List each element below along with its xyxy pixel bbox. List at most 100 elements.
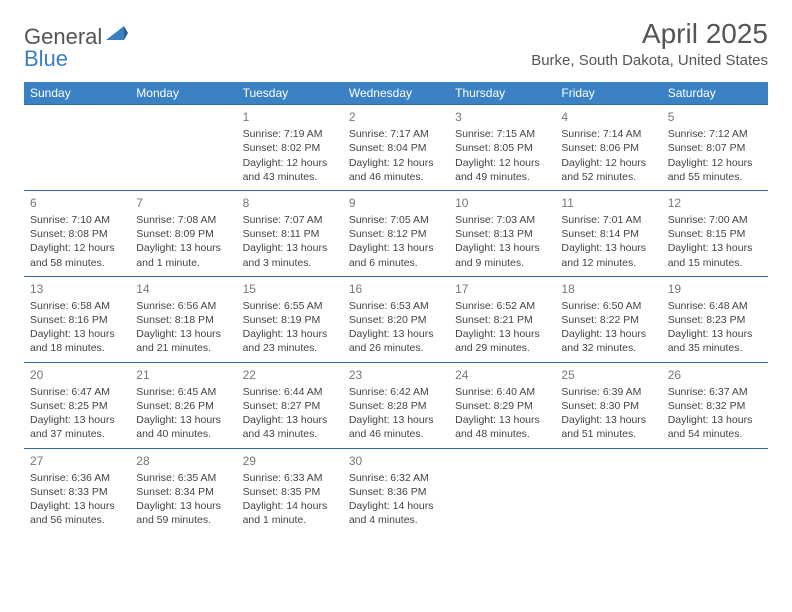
sunrise-line: Sunrise: 6:56 AM [136,299,230,313]
day-number: 30 [349,453,443,469]
daylight-line: Daylight: 13 hours and 51 minutes. [561,413,655,441]
day-number: 10 [455,195,549,211]
day-number: 28 [136,453,230,469]
sunrise-line: Sunrise: 7:12 AM [668,127,762,141]
daylight-line: Daylight: 13 hours and 18 minutes. [30,327,124,355]
sunset-line: Sunset: 8:35 PM [243,485,337,499]
daylight-line: Daylight: 13 hours and 37 minutes. [30,413,124,441]
day-cell: 19Sunrise: 6:48 AMSunset: 8:23 PMDayligh… [662,276,768,362]
sunset-line: Sunset: 8:20 PM [349,313,443,327]
day-number: 14 [136,281,230,297]
day-cell: 10Sunrise: 7:03 AMSunset: 8:13 PMDayligh… [449,190,555,276]
day-cell: 16Sunrise: 6:53 AMSunset: 8:20 PMDayligh… [343,276,449,362]
day-number: 25 [561,367,655,383]
calendar-body: 1Sunrise: 7:19 AMSunset: 8:02 PMDaylight… [24,105,768,534]
day-number: 29 [243,453,337,469]
title-block: April 2025 Burke, South Dakota, United S… [531,18,768,69]
sunrise-line: Sunrise: 6:45 AM [136,385,230,399]
day-number: 8 [243,195,337,211]
day-cell: 2 Sunrise: 7:17 AMSunset: 8:04 PMDaylight… [343,105,449,191]
day-cell: 14 Sunrise: 6:56 AMSunset: 8:18 PMDayligh… [130,276,236,362]
daylight-line: Daylight: 12 hours and 49 minutes. [455,156,549,184]
daylight-line: Daylight: 13 hours and 26 minutes. [349,327,443,355]
location-label: Burke, South Dakota, United States [531,52,768,69]
day-number: 17 [455,281,549,297]
sunset-line: Sunset: 8:07 PM [668,141,762,155]
day-cell: 3Sunrise: 7:15 AMSunset: 8:05 PMDaylight… [449,105,555,191]
week-row: 6Sunrise: 7:10 AMSunset: 8:08 PMDaylight… [24,190,768,276]
sunset-line: Sunset: 8:23 PM [668,313,762,327]
sunrise-line: Sunrise: 6:39 AM [561,385,655,399]
sunrise-line: Sunrise: 7:05 AM [349,213,443,227]
sunrise-line: Sunrise: 7:08 AM [136,213,230,227]
day-cell [130,105,236,191]
daylight-line: Daylight: 13 hours and 12 minutes. [561,241,655,269]
daylight-line: Daylight: 13 hours and 9 minutes. [455,241,549,269]
day-number: 3 [455,109,549,125]
day-cell: 11Sunrise: 7:01 AMSunset: 8:14 PMDayligh… [555,190,661,276]
week-row: 1Sunrise: 7:19 AMSunset: 8:02 PMDaylight… [24,105,768,191]
day-cell: 4Sunrise: 7:14 AMSunset: 8:06 PMDaylight… [555,105,661,191]
daylight-line: Daylight: 12 hours and 55 minutes. [668,156,762,184]
sunrise-line: Sunrise: 6:35 AM [136,471,230,485]
daylight-line: Daylight: 13 hours and 21 minutes. [136,327,230,355]
daylight-line: Daylight: 13 hours and 43 minutes. [243,413,337,441]
sunset-line: Sunset: 8:04 PM [349,141,443,155]
header: GeneralBlue April 2025 Burke, South Dako… [24,18,768,72]
day-cell [449,448,555,533]
sunrise-line: Sunrise: 6:36 AM [30,471,124,485]
sunrise-line: Sunrise: 6:32 AM [349,471,443,485]
sunrise-line: Sunrise: 6:33 AM [243,471,337,485]
sunrise-line: Sunrise: 6:50 AM [561,299,655,313]
day-number: 16 [349,281,443,297]
day-cell: 13Sunrise: 6:58 AMSunset: 8:16 PMDayligh… [24,276,130,362]
sunrise-line: Sunrise: 6:52 AM [455,299,549,313]
daylight-line: Daylight: 13 hours and 29 minutes. [455,327,549,355]
day-header: Sunday [24,82,130,105]
daylight-line: Daylight: 13 hours and 6 minutes. [349,241,443,269]
daylight-line: Daylight: 12 hours and 46 minutes. [349,156,443,184]
sunrise-line: Sunrise: 7:07 AM [243,213,337,227]
day-number: 27 [30,453,124,469]
sunset-line: Sunset: 8:12 PM [349,227,443,241]
day-header: Monday [130,82,236,105]
sunset-line: Sunset: 8:28 PM [349,399,443,413]
daylight-line: Daylight: 12 hours and 52 minutes. [561,156,655,184]
day-number: 19 [668,281,762,297]
day-header: Friday [555,82,661,105]
sunrise-line: Sunrise: 7:15 AM [455,127,549,141]
day-cell: 20Sunrise: 6:47 AMSunset: 8:25 PMDayligh… [24,362,130,448]
day-number: 12 [668,195,762,211]
sunset-line: Sunset: 8:15 PM [668,227,762,241]
daylight-line: Daylight: 13 hours and 23 minutes. [243,327,337,355]
day-cell: 27Sunrise: 6:36 AMSunset: 8:33 PMDayligh… [24,448,130,533]
sunrise-line: Sunrise: 6:55 AM [243,299,337,313]
day-number: 22 [243,367,337,383]
day-cell: 8Sunrise: 7:07 AMSunset: 8:11 PMDaylight… [237,190,343,276]
sunrise-line: Sunrise: 6:42 AM [349,385,443,399]
sunrise-line: Sunrise: 7:19 AM [243,127,337,141]
day-cell: 25 Sunrise: 6:39 AMSunset: 8:30 PMDayligh… [555,362,661,448]
day-number: 4 [561,109,655,125]
daylight-line: Daylight: 13 hours and 54 minutes. [668,413,762,441]
day-number: 2 [349,109,443,125]
sunrise-line: Sunrise: 6:47 AM [30,385,124,399]
day-cell: 23Sunrise: 6:42 AMSunset: 8:28 PMDayligh… [343,362,449,448]
sunset-line: Sunset: 8:29 PM [455,399,549,413]
sunset-line: Sunset: 8:08 PM [30,227,124,241]
day-number: 23 [349,367,443,383]
day-cell: 9Sunrise: 7:05 AMSunset: 8:12 PMDaylight… [343,190,449,276]
day-cell: 15Sunrise: 6:55 AMSunset: 8:19 PMDayligh… [237,276,343,362]
sunset-line: Sunset: 8:30 PM [561,399,655,413]
sunrise-line: Sunrise: 6:58 AM [30,299,124,313]
sunrise-line: Sunrise: 7:14 AM [561,127,655,141]
day-number: 5 [668,109,762,125]
daylight-line: Daylight: 13 hours and 3 minutes. [243,241,337,269]
sunset-line: Sunset: 8:18 PM [136,313,230,327]
sunrise-line: Sunrise: 7:17 AM [349,127,443,141]
sunset-line: Sunset: 8:32 PM [668,399,762,413]
day-cell: 30Sunrise: 6:32 AMSunset: 8:36 PMDayligh… [343,448,449,533]
daylight-line: Daylight: 12 hours and 58 minutes. [30,241,124,269]
daylight-line: Daylight: 13 hours and 40 minutes. [136,413,230,441]
day-header: Saturday [662,82,768,105]
